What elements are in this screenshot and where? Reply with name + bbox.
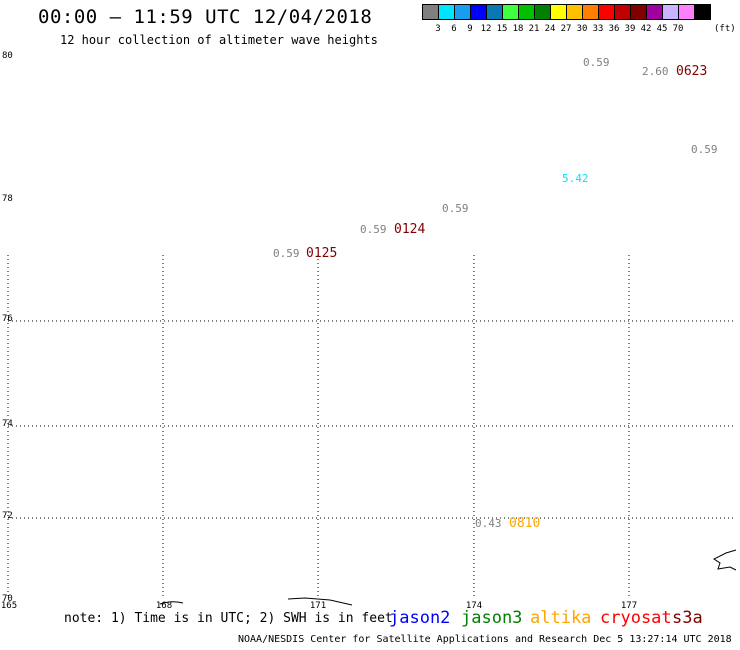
latitude-label: 78 bbox=[2, 194, 13, 204]
wave-height-value: 0.59 bbox=[360, 223, 387, 236]
scale-label: 70 bbox=[672, 24, 684, 34]
scale-swatch bbox=[550, 4, 567, 20]
scale-label: 42 bbox=[640, 24, 652, 34]
scale-label: 39 bbox=[624, 24, 636, 34]
scale-swatch bbox=[694, 4, 711, 20]
longitude-label: 174 bbox=[465, 601, 483, 611]
wave-height-value: 0.59 bbox=[583, 56, 610, 69]
scale-label: 6 bbox=[451, 24, 457, 34]
pass-time-label: 0810 bbox=[509, 516, 541, 531]
longitude-label: 168 bbox=[155, 601, 173, 611]
latitude-label: 72 bbox=[2, 511, 13, 521]
satellite-legend-jason2: jason2 bbox=[389, 608, 451, 628]
satellite-legend-altika: altika bbox=[530, 608, 592, 628]
scale-label: 27 bbox=[560, 24, 572, 34]
scale-swatch bbox=[630, 4, 647, 20]
scale-label: 15 bbox=[496, 24, 508, 34]
satellite-legend-jason3: jason3 bbox=[461, 608, 523, 628]
footer-credit: NOAA/NESDIS Center for Satellite Applica… bbox=[238, 634, 732, 645]
longitude-label: 165 bbox=[0, 601, 18, 611]
coastline-segment bbox=[713, 549, 737, 571]
scale-label: 30 bbox=[576, 24, 588, 34]
footer-note: note: 1) Time is in UTC; 2) SWH is in fe… bbox=[64, 611, 393, 626]
scale-swatch bbox=[582, 4, 599, 20]
latitude-label: 70 bbox=[2, 594, 13, 604]
scale-swatch bbox=[646, 4, 663, 20]
scale-swatch bbox=[678, 4, 695, 20]
longitude-label: 177 bbox=[620, 601, 638, 611]
scale-label: 36 bbox=[608, 24, 620, 34]
pass-time-label: 0124 bbox=[394, 222, 426, 237]
wave-height-value: 0.59 bbox=[273, 247, 300, 260]
scale-label: 45 bbox=[656, 24, 668, 34]
scale-label: 3 bbox=[435, 24, 441, 34]
pass-time-label: 0125 bbox=[306, 246, 338, 261]
scale-swatch bbox=[486, 4, 503, 20]
scale-label: 24 bbox=[544, 24, 556, 34]
wave-height-value: 5.42 bbox=[562, 172, 589, 185]
coastline-segment bbox=[287, 597, 353, 606]
scale-swatch bbox=[534, 4, 551, 20]
wave-height-value: 0.43 bbox=[475, 517, 502, 530]
coastline-segment bbox=[159, 601, 184, 605]
scale-swatch bbox=[518, 4, 535, 20]
scale-unit: (ft) bbox=[714, 24, 736, 34]
latitude-label: 76 bbox=[2, 314, 13, 324]
scale-swatch bbox=[566, 4, 583, 20]
latitude-label: 74 bbox=[2, 419, 13, 429]
scale-label: 12 bbox=[480, 24, 492, 34]
wave-height-value: 0.59 bbox=[691, 143, 718, 156]
page-subtitle: 12 hour collection of altimeter wave hei… bbox=[60, 33, 378, 47]
scale-swatch bbox=[598, 4, 615, 20]
wave-height-value: 2.60 bbox=[642, 65, 669, 78]
scale-swatch bbox=[454, 4, 471, 20]
scale-label: 18 bbox=[512, 24, 524, 34]
satellite-legend-cryosat: cryosat bbox=[600, 608, 672, 628]
scale-label: 9 bbox=[467, 24, 473, 34]
page-title: 00:00 – 11:59 UTC 12/04/2018 bbox=[38, 6, 373, 28]
scale-swatch bbox=[502, 4, 519, 20]
scale-swatch bbox=[470, 4, 487, 20]
pass-time-label: 0623 bbox=[676, 64, 708, 79]
scale-swatch bbox=[614, 4, 631, 20]
scale-swatch bbox=[422, 4, 439, 20]
longitude-label: 171 bbox=[309, 601, 327, 611]
scale-swatch bbox=[438, 4, 455, 20]
latitude-label: 80 bbox=[2, 51, 13, 61]
wave-height-value: 0.59 bbox=[442, 202, 469, 215]
satellite-legend-s3a: s3a bbox=[672, 608, 703, 628]
scale-label: 21 bbox=[528, 24, 540, 34]
scale-label: 33 bbox=[592, 24, 604, 34]
scale-swatch bbox=[662, 4, 679, 20]
